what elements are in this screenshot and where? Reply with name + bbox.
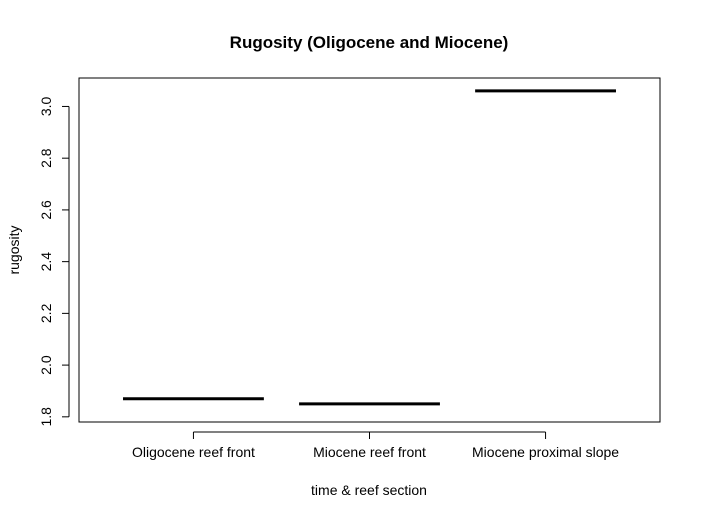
y-tick-label: 2.0 [38,355,54,375]
y-axis-label: rugosity [6,225,22,274]
x-tick-label: Miocene reef front [313,444,426,460]
x-tick-label: Miocene proximal slope [472,444,619,460]
x-tick-label: Oligocene reef front [132,444,255,460]
chart-title: Rugosity (Oligocene and Miocene) [230,33,509,52]
x-axis: Oligocene reef front Miocene reef front Mi… [132,431,619,460]
plot-area-frame [78,77,661,423]
y-axis: 1.8 2.0 2.2 2.4 2.6 2.8 3.0 [38,97,70,427]
y-tick-label: 2.4 [38,252,54,272]
series [123,89,616,406]
y-tick-label: 2.2 [38,303,54,323]
y-tick-label: 1.8 [38,407,54,427]
y-tick-label: 3.0 [38,97,54,117]
x-axis-label: time & reef section [311,482,427,498]
y-tick-label: 2.8 [38,148,54,168]
y-tick-label: 2.6 [38,200,54,220]
